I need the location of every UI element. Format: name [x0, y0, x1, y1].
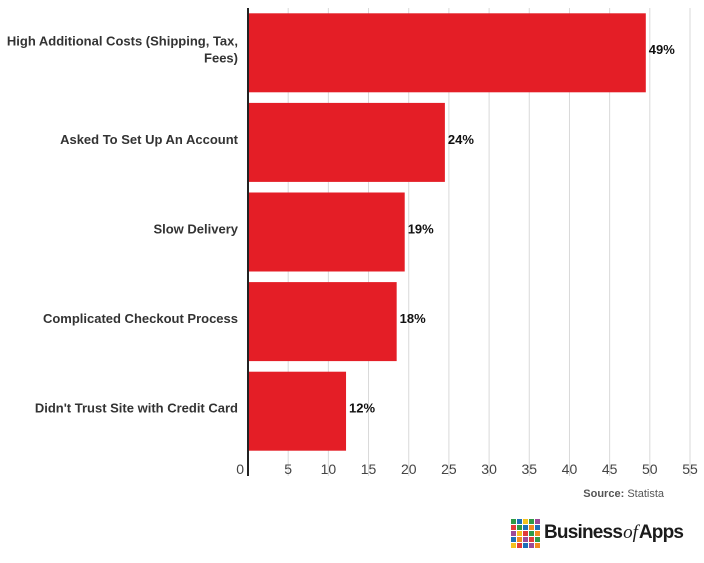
data-labels: 49% 24% 19% 18% 12% [349, 42, 675, 415]
logo-grid-cell [517, 530, 522, 536]
logo-grid-cell [529, 524, 534, 530]
logo-wordmark: BusinessofApps [544, 522, 684, 543]
logo-grid-cell [529, 542, 534, 548]
logo-grid-cell [523, 536, 528, 542]
category-label-line: Asked To Set Up An Account [60, 132, 239, 147]
logo-grid-cell [529, 518, 534, 524]
category-label-line: Slow Delivery [153, 221, 238, 236]
source-label: Source: [583, 488, 625, 500]
logo-grid-cell [529, 536, 534, 542]
x-tick-label: 10 [321, 461, 337, 477]
bar [248, 371, 347, 451]
category-label: Slow Delivery [153, 221, 238, 236]
bars [248, 13, 646, 451]
bar [248, 282, 397, 362]
logo-grid-cell [511, 530, 516, 536]
logo-grid-cell [517, 518, 522, 524]
category-labels: High Additional Costs (Shipping, Tax, Fee… [7, 34, 239, 416]
data-label: 49% [649, 42, 675, 57]
category-label-line: High Additional Costs (Shipping, Tax, [7, 34, 238, 49]
x-tick-label: 40 [562, 461, 578, 477]
source-value: Statista [627, 488, 664, 500]
businessofapps-logo: BusinessofApps [511, 517, 684, 549]
x-tick-labels: 0 5 10 15 20 25 30 35 40 45 50 55 [236, 461, 698, 477]
logo-grid-icon [511, 518, 540, 548]
logo-grid-cell [523, 530, 528, 536]
data-label: 12% [349, 401, 375, 416]
bar [248, 102, 445, 182]
logo-grid-cell [517, 542, 522, 548]
logo-grid-cell [511, 536, 516, 542]
x-tick-label: 15 [361, 461, 377, 477]
data-label: 18% [400, 311, 426, 326]
x-tick-label: 25 [441, 461, 457, 477]
x-tick-label: 50 [642, 461, 658, 477]
category-label: Didn't Trust Site with Credit Card [35, 401, 238, 416]
logo-grid-cell [529, 530, 534, 536]
logo-grid-cell [523, 518, 528, 524]
x-tick-label: 20 [401, 461, 417, 477]
bar [248, 13, 646, 93]
category-label: High Additional Costs (Shipping, Tax, Fee… [7, 34, 238, 66]
category-label-line: Didn't Trust Site with Credit Card [35, 401, 238, 416]
category-label: Asked To Set Up An Account [60, 132, 239, 147]
logo-grid-cell [535, 518, 540, 524]
logo-grid-cell [511, 542, 516, 548]
x-tick-label: 5 [284, 461, 292, 477]
bar-chart: 49% 24% 19% 18% 12% High Additional Costs (S… [7, 8, 698, 477]
logo-grid-cell [535, 530, 540, 536]
bar [248, 192, 405, 272]
logo-grid-cell [535, 542, 540, 548]
data-label: 24% [448, 132, 474, 147]
category-label-line: Complicated Checkout Process [43, 311, 238, 326]
x-tick-label: 35 [521, 461, 537, 477]
x-tick-label: 55 [682, 461, 698, 477]
logo-grid-cell [511, 524, 516, 530]
x-tick-label: 45 [602, 461, 618, 477]
logo-grid-cell [523, 524, 528, 530]
data-label: 19% [408, 221, 434, 236]
category-label: Complicated Checkout Process [43, 311, 238, 326]
x-tick-label: 30 [481, 461, 497, 477]
x-tick-label: 0 [236, 461, 244, 477]
logo-grid-cell [511, 518, 516, 524]
logo-grid-cell [517, 536, 522, 542]
logo-grid-cell [535, 524, 540, 530]
logo-grid-cell [523, 542, 528, 548]
logo-grid-cell [517, 524, 522, 530]
category-label-line: Fees) [204, 51, 238, 66]
logo-grid-cell [535, 536, 540, 542]
source-note: Source: Statista [583, 488, 664, 500]
